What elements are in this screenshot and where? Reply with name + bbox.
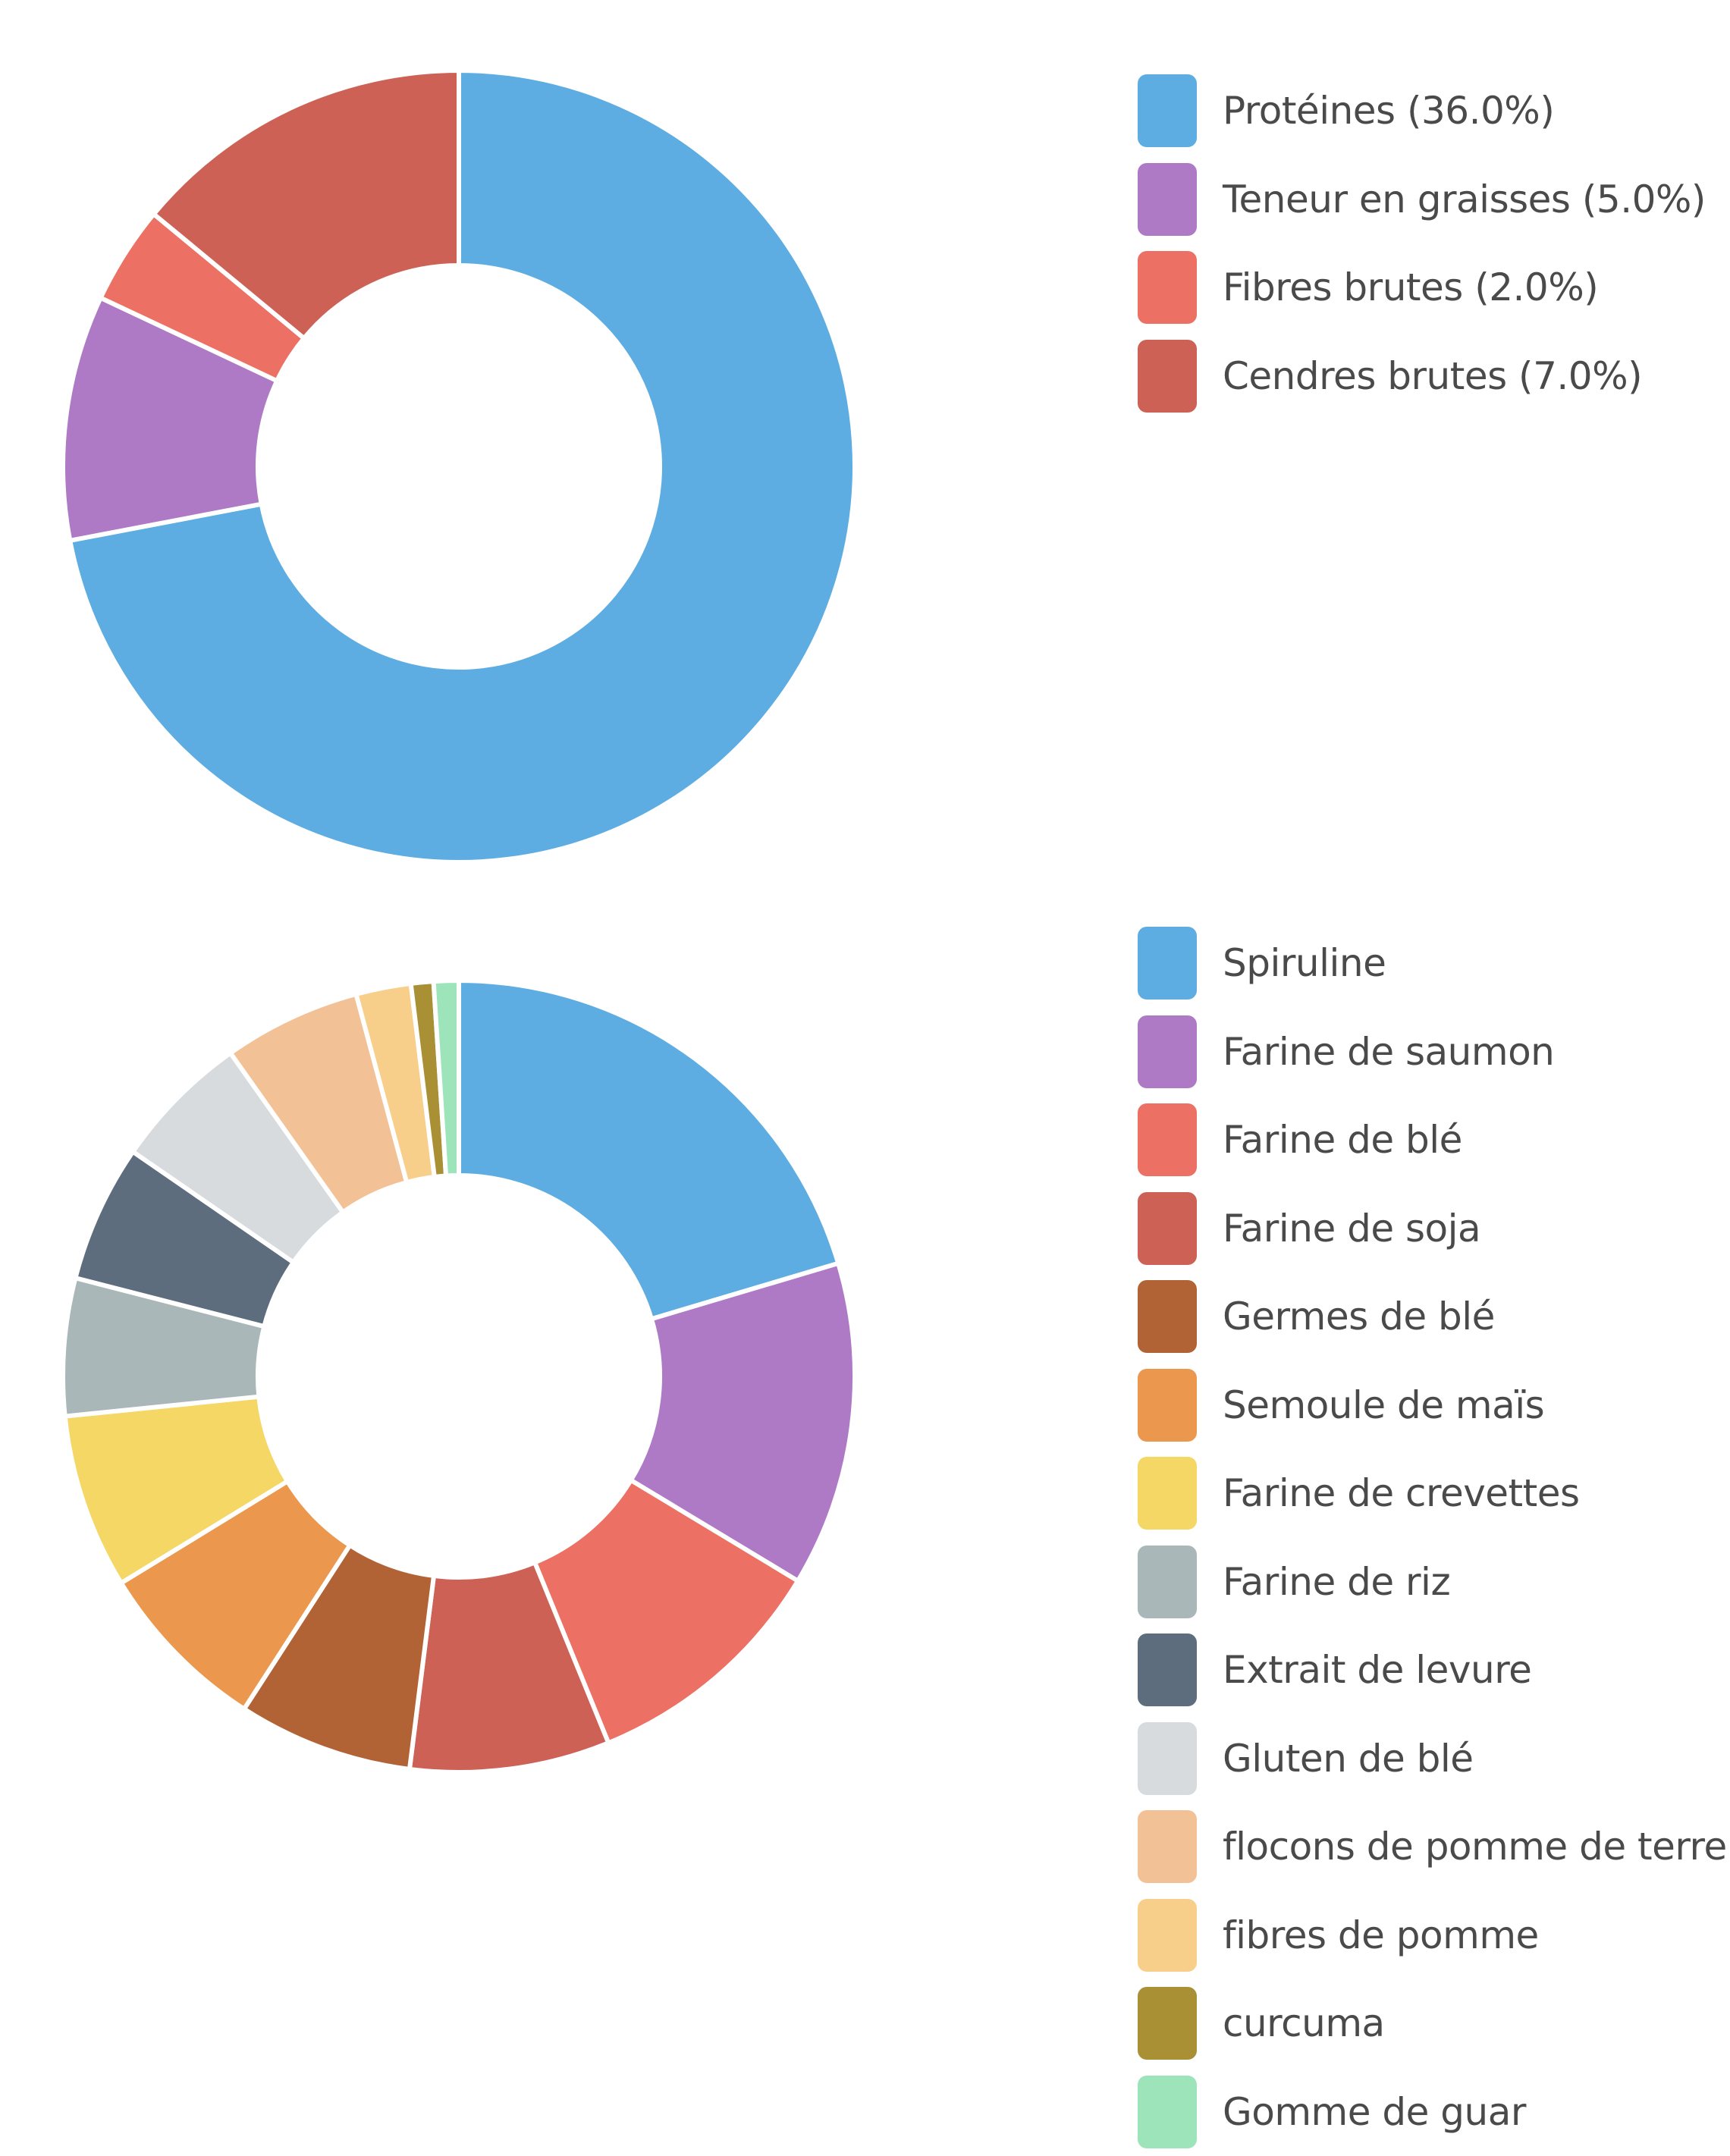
legend-swatch — [1138, 1722, 1197, 1795]
legend-item-extrait-de-levure[interactable]: Extrait de levure — [1138, 1626, 1727, 1715]
legend-item-spiruline[interactable]: Spiruline — [1138, 919, 1727, 1008]
ingredient-legend: Spiruline Farine de saumon Farine de blé Fa… — [1138, 919, 1727, 2156]
legend-label: Spiruline — [1223, 941, 1386, 985]
legend-label: Farine de soja — [1223, 1207, 1480, 1251]
legend-swatch — [1138, 2076, 1197, 2148]
legend-item-fibres-brutes[interactable]: Fibres brutes (2.0%) — [1138, 243, 1706, 332]
legend-swatch — [1138, 1103, 1197, 1176]
legend-label: Cendres brutes (7.0%) — [1223, 354, 1642, 398]
legend-swatch — [1138, 1810, 1197, 1883]
legend-label: Protéines (36.0%) — [1223, 89, 1554, 133]
legend-label: Germes de blé — [1223, 1295, 1495, 1338]
ingredient-donut-chart: Spiruline Farine de saumon Farine de blé Fa… — [0, 880, 1730, 2152]
legend-swatch — [1138, 251, 1197, 324]
legend-item-farine-de-ble[interactable]: Farine de blé — [1138, 1096, 1727, 1185]
legend-item-farine-de-riz[interactable]: Farine de riz — [1138, 1538, 1727, 1627]
legend-label: flocons de pomme de terre — [1223, 1825, 1727, 1869]
legend-swatch — [1138, 1369, 1197, 1442]
legend-swatch — [1138, 1457, 1197, 1530]
legend-swatch — [1138, 340, 1197, 413]
legend-item-teneur-en-graisses[interactable]: Teneur en graisses (5.0%) — [1138, 155, 1706, 244]
legend-swatch — [1138, 927, 1197, 1000]
legend-item-fibres-de-pomme[interactable]: fibres de pomme — [1138, 1891, 1727, 1980]
legend-swatch — [1138, 1987, 1197, 2060]
legend-swatch — [1138, 1899, 1197, 1972]
legend-label: Teneur en graisses (5.0%) — [1223, 177, 1706, 221]
legend-swatch — [1138, 74, 1197, 147]
legend-item-farine-de-crevettes[interactable]: Farine de crevettes — [1138, 1449, 1727, 1538]
legend-swatch — [1138, 1192, 1197, 1265]
legend-label: Gluten de blé — [1223, 1737, 1474, 1781]
legend-item-cendres-brutes[interactable]: Cendres brutes (7.0%) — [1138, 332, 1706, 421]
ingredient-donut — [0, 880, 910, 2152]
legend-label: Semoule de maïs — [1223, 1383, 1544, 1427]
legend-item-farine-de-saumon[interactable]: Farine de saumon — [1138, 1008, 1727, 1097]
legend-swatch — [1138, 1015, 1197, 1088]
legend-item-semoule-de-mais[interactable]: Semoule de maïs — [1138, 1361, 1727, 1450]
nutrient-legend: Protéines (36.0%) Teneur en graisses (5.0… — [1138, 67, 1706, 420]
legend-item-flocons-de-pomme-de-terre[interactable]: flocons de pomme de terre — [1138, 1803, 1727, 1891]
legend-label: Farine de blé — [1223, 1118, 1462, 1162]
nutrient-donut-chart: Protéines (36.0%) Teneur en graisses (5.0… — [0, 0, 1730, 880]
legend-label: Farine de riz — [1223, 1560, 1450, 1604]
legend-label: Fibres brutes (2.0%) — [1223, 265, 1598, 309]
legend-item-proteines[interactable]: Protéines (36.0%) — [1138, 67, 1706, 155]
legend-label: fibres de pomme — [1223, 1913, 1539, 1957]
legend-swatch — [1138, 1280, 1197, 1353]
legend-label: curcuma — [1223, 2001, 1385, 2045]
legend-label: Farine de saumon — [1223, 1030, 1554, 1074]
legend-item-gluten-de-ble[interactable]: Gluten de blé — [1138, 1715, 1727, 1803]
legend-item-farine-de-soja[interactable]: Farine de soja — [1138, 1185, 1727, 1273]
legend-item-gomme-de-guar[interactable]: Gomme de guar — [1138, 2068, 1727, 2156]
legend-swatch — [1138, 1633, 1197, 1706]
slice-spiruline[interactable] — [459, 981, 838, 1319]
legend-label: Gomme de guar — [1223, 2090, 1526, 2134]
legend-swatch — [1138, 163, 1197, 236]
legend-item-germes-de-ble[interactable]: Germes de blé — [1138, 1273, 1727, 1361]
legend-item-curcuma[interactable]: curcuma — [1138, 1979, 1727, 2068]
legend-label: Farine de crevettes — [1223, 1471, 1580, 1515]
legend-swatch — [1138, 1546, 1197, 1618]
nutrient-donut — [0, 0, 910, 880]
legend-label: Extrait de levure — [1223, 1648, 1531, 1692]
